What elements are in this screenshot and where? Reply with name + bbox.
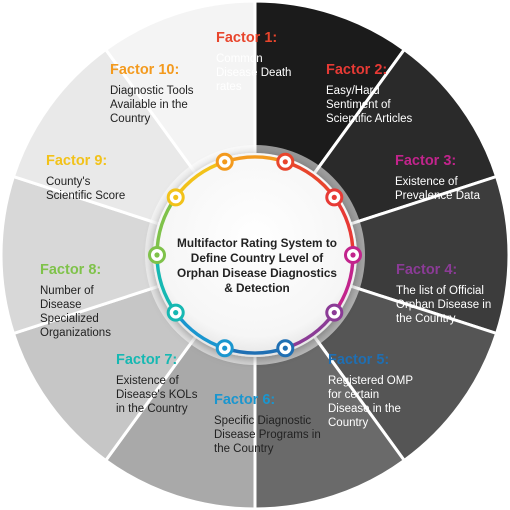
factor-5-title: Factor 5: [328,352,390,368]
factor-3-node-dot [350,252,356,258]
factor-3-label: Factor 3: Existence of Prevalence Data [395,153,483,203]
factor-5-description: Registered OMP for certain Disease in th… [328,375,413,429]
factor-7-description: Existence of Disease's KOLs in the Count… [116,375,198,415]
factor-5-node-dot [282,345,288,351]
factor-4-node-dot [331,310,337,316]
factor-4-description: The list of Official Orphan Disease in t… [396,285,492,325]
factor-7-title: Factor 7: [116,352,178,368]
factor-8-label: Factor 8: Number of Disease Specialized O… [40,262,136,340]
factor-8-title: Factor 8: [40,262,102,278]
factor-2-node-dot [331,194,337,200]
factor-9-title: Factor 9: [46,153,108,169]
factor-9-description: County's Scientific Score [46,176,126,202]
factor-6-node-dot [222,345,228,351]
factor-1-label: Factor 1: Common Disease Death rates [216,30,296,94]
factor-1-title: Factor 1: [216,30,278,46]
factor-2-description: Easy/Hard Sentiment of Scientific Articl… [326,85,413,125]
factor-6-label: Factor 6: Specific Diagnostic Disease Pro… [214,392,326,456]
factor-8-node-dot [154,252,160,258]
factor-10-description: Diagnostic Tools Available in the Countr… [110,85,194,125]
factor-3-title: Factor 3: [395,153,457,169]
factor-9-node-dot [173,194,179,200]
hub-disc [153,153,357,357]
factor-7-node-dot [173,310,179,316]
factor-8-description: Number of Disease Specialized Organizati… [40,285,111,339]
factor-1-description: Common Disease Death rates [216,53,292,93]
factor-7-label: Factor 7: Existence of Disease's KOLs in … [116,352,206,416]
factor-4-label: Factor 4: The list of Official Orphan Dis… [396,262,492,326]
center-title: Multifactor Rating System to Define Coun… [177,236,337,295]
factor-2-label: Factor 2: Easy/Hard Sentiment of Scientif… [326,62,416,126]
factor-5-label: Factor 5: Registered OMP for certain Dise… [328,352,420,430]
factor-6-description: Specific Diagnostic Disease Programs in … [214,415,321,455]
factor-6-title: Factor 6: [214,392,276,408]
factor-9-label: Factor 9: County's Scientific Score [46,153,126,203]
factor-3-description: Existence of Prevalence Data [395,176,481,202]
factor-4-title: Factor 4: [396,262,458,278]
factor-10-title: Factor 10: [110,62,180,78]
factor-10-label: Factor 10: Diagnostic Tools Available in … [110,62,210,126]
factor-1-node-dot [282,159,288,165]
factor-10-node-dot [222,159,228,165]
factor-2-title: Factor 2: [326,62,388,78]
